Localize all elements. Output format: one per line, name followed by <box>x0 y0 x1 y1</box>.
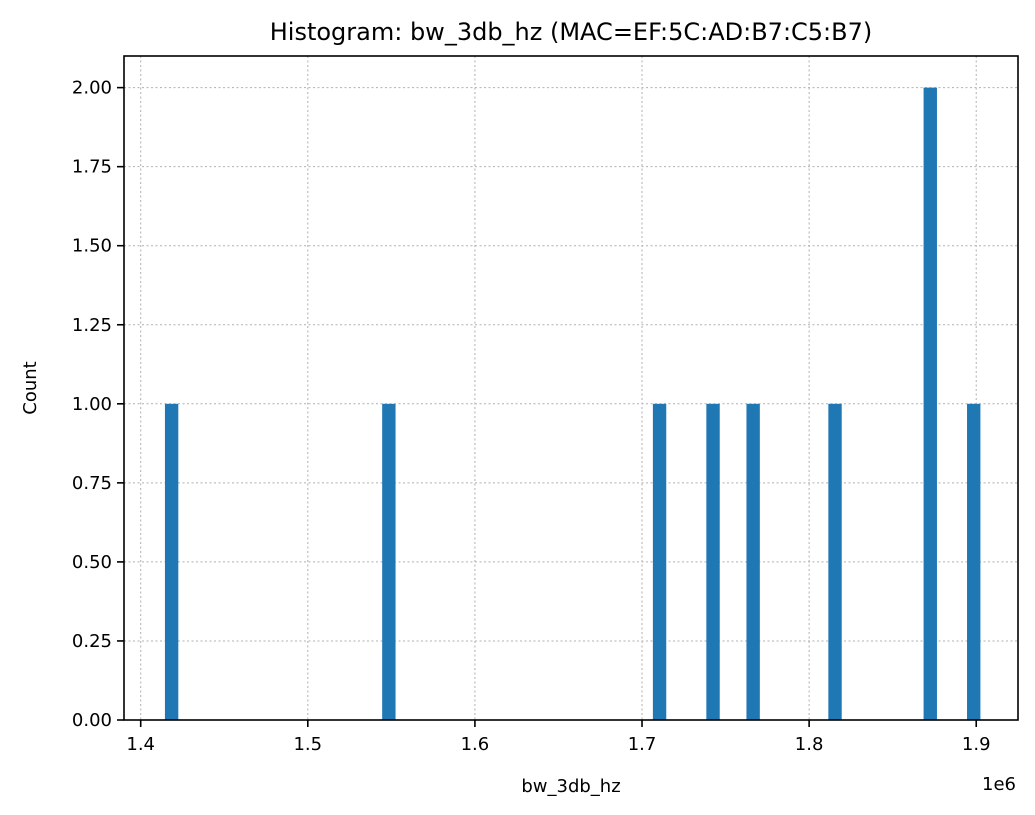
histogram-bar <box>828 403 842 720</box>
chart-title: Histogram: bw_3db_hz (MAC=EF:5C:AD:B7:C5… <box>270 18 873 46</box>
x-tick-label: 1.9 <box>962 734 991 755</box>
plot-area-frame <box>123 55 1019 721</box>
x-tick-label: 1.4 <box>126 734 155 755</box>
x-tick-label: 1.8 <box>795 734 824 755</box>
x-axis-ticks: 1.4 1.5 1.6 1.7 1.8 1.9 <box>126 720 991 755</box>
grid-lines <box>124 56 1018 721</box>
histogram-bar <box>967 403 981 720</box>
histogram-bar <box>706 403 720 720</box>
histogram-bar <box>164 403 179 720</box>
x-tick-label: 1.6 <box>461 734 490 755</box>
x-tick-label: 1.5 <box>293 734 322 755</box>
y-tick-label: 0.75 <box>72 473 112 494</box>
x-tick-label: 1.7 <box>628 734 657 755</box>
y-tick-label: 1.25 <box>72 315 112 336</box>
x-axis-label: bw_3db_hz <box>521 776 620 797</box>
y-tick-label: 1.50 <box>72 236 112 257</box>
histogram-bars <box>164 87 981 721</box>
y-tick-label: 1.75 <box>72 157 112 178</box>
histogram-bar <box>923 87 937 721</box>
histogram-bar <box>746 403 760 720</box>
y-tick-label: 2.00 <box>72 78 112 99</box>
y-tick-label: 0.00 <box>72 710 112 731</box>
histogram-bar <box>382 403 396 720</box>
histogram-bar <box>652 403 667 720</box>
x-axis-offset-label: 1e6 <box>982 774 1016 795</box>
y-tick-label: 0.50 <box>72 552 112 573</box>
y-axis-label: Count <box>20 361 41 414</box>
y-tick-label: 0.25 <box>72 631 112 652</box>
y-axis-ticks: 0.00 0.25 0.50 0.75 1.00 1.25 1.50 1.75 2.00 <box>72 78 124 731</box>
y-tick-label: 1.00 <box>72 394 112 415</box>
